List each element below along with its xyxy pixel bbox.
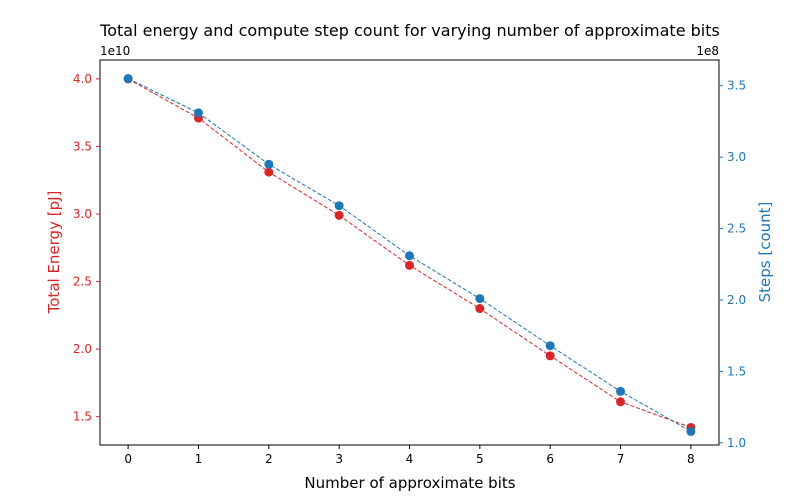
x-axis-label: Number of approximate bits (304, 474, 515, 492)
steps-data-point (193, 108, 203, 118)
left-tick-label: 3.0 (73, 207, 92, 221)
x-tick-label: 6 (546, 452, 554, 466)
x-tick-label: 4 (406, 452, 414, 466)
right-axis-label: Steps [count] (756, 202, 774, 303)
left-tick-label: 1.5 (73, 410, 92, 424)
left-tick-label: 2.0 (73, 342, 92, 356)
x-tick-label: 5 (476, 452, 484, 466)
right-tick-label: 3.5 (727, 79, 746, 93)
steps-data-point (334, 201, 344, 211)
steps-data-point (545, 341, 555, 351)
energy-data-point (475, 304, 485, 314)
x-tick-label: 7 (617, 452, 625, 466)
chart-title: Total energy and compute step count for … (99, 21, 720, 40)
steps-data-point (123, 74, 133, 84)
left-tick-label: 2.5 (73, 275, 92, 289)
energy-data-point (545, 351, 555, 361)
right-axis-ticks: 1.0 1.5 2.0 2.5 3.0 3.5 (719, 79, 746, 450)
right-axis-multiplier: 1e8 (696, 44, 719, 58)
right-tick-label: 2.0 (727, 293, 746, 307)
steps-data-point (475, 294, 485, 304)
x-tick-label: 0 (124, 452, 132, 466)
x-tick-label: 2 (265, 452, 273, 466)
right-tick-label: 2.5 (727, 222, 746, 236)
left-tick-label: 3.5 (73, 139, 92, 153)
steps-data-point (616, 386, 626, 396)
series-layer (123, 74, 696, 436)
right-tick-label: 3.0 (727, 150, 746, 164)
steps-data-point (405, 251, 414, 261)
steps-data-point (264, 159, 274, 169)
left-tick-label: 4.0 (73, 72, 92, 86)
x-tick-label: 1 (195, 452, 203, 466)
energy-data-point (264, 167, 274, 177)
x-axis-ticks: 0 1 2 3 4 5 6 7 8 (124, 445, 695, 466)
left-axis-multiplier: 1e10 (100, 44, 130, 58)
steps-data-point (686, 426, 696, 436)
energy-data-point (616, 397, 626, 407)
right-tick-label: 1.0 (727, 436, 746, 450)
energy-data-point (334, 210, 344, 220)
left-axis-ticks: 1.5 2.0 2.5 3.0 3.5 4.0 (73, 72, 100, 424)
x-tick-label: 3 (335, 452, 343, 466)
x-tick-label: 8 (687, 452, 695, 466)
energy-data-point (405, 260, 414, 270)
right-tick-label: 1.5 (727, 364, 746, 378)
left-axis-label: Total Energy [pJ] (45, 191, 63, 315)
